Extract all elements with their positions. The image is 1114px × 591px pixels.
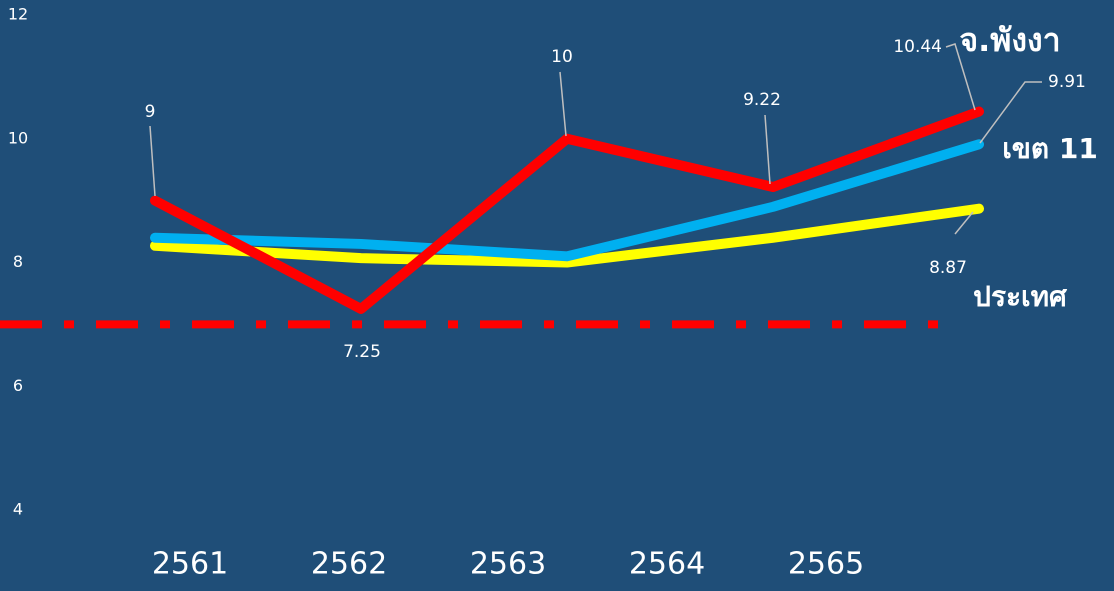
x-tick-label: 2565 [788, 547, 864, 582]
leader-line [945, 43, 976, 111]
series-line [150, 139, 984, 262]
x-tick-label: 2561 [152, 547, 228, 582]
data-label: 9.91 [1048, 72, 1086, 92]
series-name: จ.พังงา [959, 21, 1060, 59]
y-tick-label: 8 [13, 252, 23, 271]
leader-line [149, 125, 156, 197]
data-label: 8.87 [929, 258, 967, 278]
series-line [150, 106, 984, 314]
leader-line [954, 211, 974, 235]
data-label: 9 [145, 102, 156, 122]
x-tick-label: 2563 [470, 547, 546, 582]
y-tick-label: 12 [8, 5, 28, 24]
leader-line [979, 81, 1042, 144]
data-label: 10.44 [893, 37, 942, 57]
data-label: 10 [551, 47, 573, 67]
y-tick-label: 10 [8, 128, 28, 147]
x-tick-label: 2562 [311, 547, 387, 582]
leader-line [764, 114, 771, 185]
series-name: เขต 11 [1002, 132, 1098, 165]
data-label: 7.25 [343, 342, 381, 362]
y-tick-label: 4 [13, 500, 23, 519]
leader-line [559, 71, 567, 137]
x-tick-label: 2564 [629, 547, 705, 582]
series-name: ประเทศ [973, 280, 1068, 313]
data-label: 9.22 [743, 90, 781, 110]
series-line [150, 203, 984, 268]
y-tick-label: 6 [13, 376, 23, 395]
